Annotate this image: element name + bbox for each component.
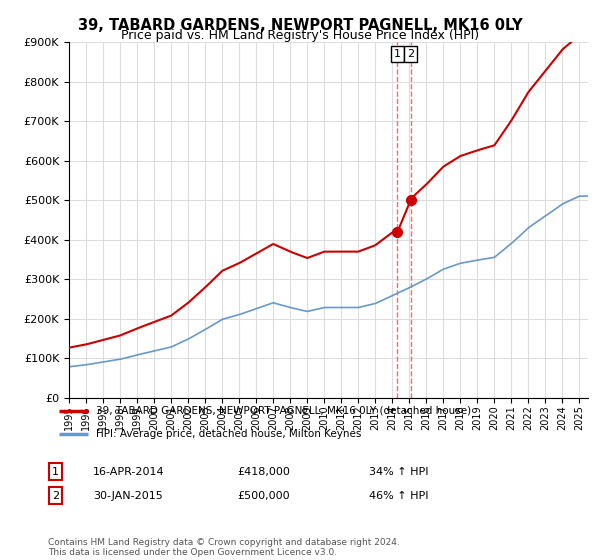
Text: 39, TABARD GARDENS, NEWPORT PAGNELL, MK16 0LY: 39, TABARD GARDENS, NEWPORT PAGNELL, MK1… xyxy=(77,18,523,33)
Text: £418,000: £418,000 xyxy=(237,466,290,477)
Text: HPI: Average price, detached house, Milton Keynes: HPI: Average price, detached house, Milt… xyxy=(95,429,361,438)
Text: 16-APR-2014: 16-APR-2014 xyxy=(93,466,164,477)
Text: 39, TABARD GARDENS, NEWPORT PAGNELL, MK16 0LY (detached house): 39, TABARD GARDENS, NEWPORT PAGNELL, MK1… xyxy=(95,406,470,416)
Text: 2: 2 xyxy=(52,491,59,501)
Text: £500,000: £500,000 xyxy=(237,491,290,501)
Text: 34% ↑ HPI: 34% ↑ HPI xyxy=(369,466,428,477)
Text: 46% ↑ HPI: 46% ↑ HPI xyxy=(369,491,428,501)
Text: 1: 1 xyxy=(394,49,401,59)
Text: 2: 2 xyxy=(407,49,414,59)
Text: Contains HM Land Registry data © Crown copyright and database right 2024.
This d: Contains HM Land Registry data © Crown c… xyxy=(48,538,400,557)
Text: Price paid vs. HM Land Registry's House Price Index (HPI): Price paid vs. HM Land Registry's House … xyxy=(121,29,479,42)
Text: 30-JAN-2015: 30-JAN-2015 xyxy=(93,491,163,501)
Text: 1: 1 xyxy=(52,466,59,477)
